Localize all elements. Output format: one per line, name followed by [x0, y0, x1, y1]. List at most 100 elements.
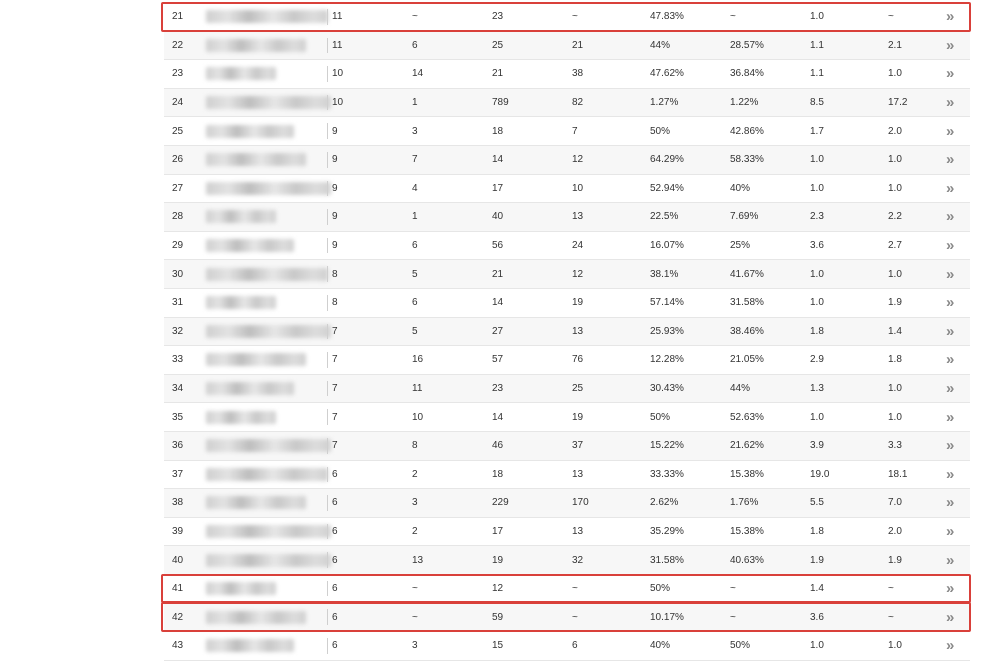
value-cell-v3: 17 [492, 182, 504, 194]
row-detail-link[interactable]: » [946, 232, 955, 260]
double-chevron-right-icon[interactable]: » [946, 580, 955, 598]
pixelated-name [206, 524, 331, 538]
redacted-name-cell [206, 117, 294, 145]
double-chevron-right-icon[interactable]: » [946, 551, 955, 569]
double-chevron-right-icon[interactable]: » [946, 179, 955, 197]
double-chevron-right-icon[interactable]: » [946, 465, 955, 483]
redacted-name-cell [206, 3, 328, 31]
row-detail-link[interactable]: » [946, 32, 955, 60]
value-cell-v6: 52.63% [730, 411, 764, 423]
double-chevron-right-icon[interactable]: » [946, 637, 955, 655]
table-row[interactable]: 36 7 8 46 37 15.22% 21.62% 3.9 3.3 » [164, 431, 970, 461]
table-row[interactable]: 28 9 1 40 13 22.5% 7.69% 2.3 2.2 » [164, 203, 970, 232]
row-detail-link[interactable]: » [946, 346, 955, 374]
value-cell-v1: 11 [332, 11, 343, 23]
table-row[interactable]: 22 11 6 25 21 44% 28.57% 1.1 2.1 » [164, 31, 970, 61]
double-chevron-right-icon[interactable]: » [946, 237, 955, 255]
table-row[interactable]: 30 8 5 21 12 38.1% 41.67% 1.0 1.0 » [164, 260, 970, 289]
value-cell-v7: 1.9 [810, 554, 824, 566]
double-chevron-right-icon[interactable]: » [946, 8, 955, 26]
double-chevron-right-icon[interactable]: » [946, 351, 955, 369]
double-chevron-right-icon[interactable]: » [946, 522, 955, 540]
double-chevron-right-icon[interactable]: » [946, 265, 955, 283]
table-row[interactable]: 38 6 3 229 170 2.62% 1.76% 5.5 7.0 » [164, 489, 970, 518]
row-detail-link[interactable]: » [946, 518, 955, 546]
value-cell-v6: 15.38% [730, 525, 764, 537]
table-row[interactable]: 35 7 10 14 19 50% 52.63% 1.0 1.0 » [164, 403, 970, 432]
row-detail-link[interactable]: » [946, 60, 955, 88]
double-chevron-right-icon[interactable]: » [946, 36, 955, 54]
table-row[interactable]: 37 6 2 18 13 33.33% 15.38% 19.0 18.1 » [164, 460, 970, 490]
row-detail-link[interactable]: » [946, 146, 955, 174]
table-row[interactable]: 31 8 6 14 19 57.14% 31.58% 1.0 1.9 » [164, 288, 970, 318]
column-divider [327, 437, 328, 454]
table-row[interactable]: 39 6 2 17 13 35.29% 15.38% 1.8 2.0 » [164, 517, 970, 547]
pixelated-name [206, 553, 331, 567]
table-row[interactable]: 26 9 7 14 12 64.29% 58.33% 1.0 1.0 » [164, 145, 970, 175]
value-cell-v4: ~ [572, 583, 578, 595]
table-row[interactable]: 42 6 ~59 ~10.17% ~3.6 ~ » [164, 603, 970, 633]
row-detail-link[interactable]: » [946, 461, 955, 489]
table-row[interactable]: 27 9 4 17 10 52.94% 40% 1.0 1.0 » [164, 174, 970, 204]
row-detail-link[interactable]: » [946, 3, 955, 31]
row-detail-link[interactable]: » [946, 260, 955, 288]
row-detail-link[interactable]: » [946, 432, 955, 460]
table-row[interactable]: 32 7 5 27 13 25.93% 38.46% 1.8 1.4 » [164, 317, 970, 347]
row-detail-link[interactable]: » [946, 603, 955, 631]
value-cell-v6: 58.33% [730, 154, 764, 166]
column-divider [327, 66, 328, 82]
value-cell-v3: 18 [492, 468, 504, 480]
row-detail-link[interactable]: » [946, 575, 955, 603]
row-detail-link[interactable]: » [946, 175, 955, 203]
table-row[interactable]: 43 6 3 15 6 40% 50% 1.0 1.0 » [164, 632, 970, 661]
row-detail-link[interactable]: » [946, 203, 955, 231]
double-chevron-right-icon[interactable]: » [946, 608, 955, 626]
pixelated-name [206, 582, 276, 596]
row-detail-link[interactable]: » [946, 375, 955, 403]
row-detail-link[interactable]: » [946, 632, 955, 660]
double-chevron-right-icon[interactable]: » [946, 294, 955, 312]
value-cell-v2: 6 [412, 39, 418, 51]
value-cell-v7: 1.0 [810, 154, 824, 166]
value-cell-v5: 10.17% [650, 611, 684, 623]
row-detail-link[interactable]: » [946, 289, 955, 317]
row-detail-link[interactable]: » [946, 318, 955, 346]
value-cell-v2: 2 [412, 525, 418, 537]
row-detail-link[interactable]: » [946, 403, 955, 431]
value-cell-v3: 12 [492, 583, 504, 595]
value-cell-v4: 6 [572, 640, 578, 652]
double-chevron-right-icon[interactable]: » [946, 408, 955, 426]
double-chevron-right-icon[interactable]: » [946, 65, 955, 83]
double-chevron-right-icon[interactable]: » [946, 208, 955, 226]
redacted-name-cell [206, 89, 331, 117]
double-chevron-right-icon[interactable]: » [946, 94, 955, 112]
row-detail-link[interactable]: » [946, 117, 955, 145]
table-row[interactable]: 41 6 ~12 ~50% ~1.4 ~ » [164, 574, 970, 604]
double-chevron-right-icon[interactable]: » [946, 322, 955, 340]
double-chevron-right-icon[interactable]: » [946, 122, 955, 140]
double-chevron-right-icon[interactable]: » [946, 494, 955, 512]
row-detail-link[interactable]: » [946, 89, 955, 117]
table-row[interactable]: 21 11 ~23 ~47.83% ~1.0 ~ » [164, 3, 970, 32]
pixelated-name [206, 153, 306, 167]
table-row[interactable]: 40 6 13 19 32 31.58% 40.63% 1.9 1.9 » [164, 546, 970, 575]
value-cell-v7: 3.9 [810, 440, 824, 452]
table-row[interactable]: 25 9 3 18 7 50% 42.86% 1.7 2.0 » [164, 117, 970, 146]
value-cell-v3: 14 [492, 411, 504, 423]
double-chevron-right-icon[interactable]: » [946, 380, 955, 398]
row-detail-link[interactable]: » [946, 489, 955, 517]
value-cell-v5: 47.62% [650, 68, 684, 80]
column-divider [327, 495, 328, 511]
pixelated-name [206, 124, 294, 138]
row-detail-link[interactable]: » [946, 546, 955, 574]
table-row[interactable]: 34 7 11 23 25 30.43% 44% 1.3 1.0 » [164, 374, 970, 404]
value-cell-v8: ~ [888, 611, 894, 623]
double-chevron-right-icon[interactable]: » [946, 151, 955, 169]
table-row[interactable]: 33 7 16 57 76 12.28% 21.05% 2.9 1.8 » [164, 346, 970, 375]
table-row[interactable]: 24 10 1 789 82 1.27% 1.22% 8.5 17.2 » [164, 88, 970, 118]
table-row[interactable]: 29 9 6 56 24 16.07% 25% 3.6 2.7 » [164, 231, 970, 261]
value-cell-v4: 10 [572, 182, 584, 194]
value-cell-v1: 6 [332, 611, 338, 623]
table-row[interactable]: 23 10 14 21 38 47.62% 36.84% 1.1 1.0 » [164, 60, 970, 89]
double-chevron-right-icon[interactable]: » [946, 437, 955, 455]
